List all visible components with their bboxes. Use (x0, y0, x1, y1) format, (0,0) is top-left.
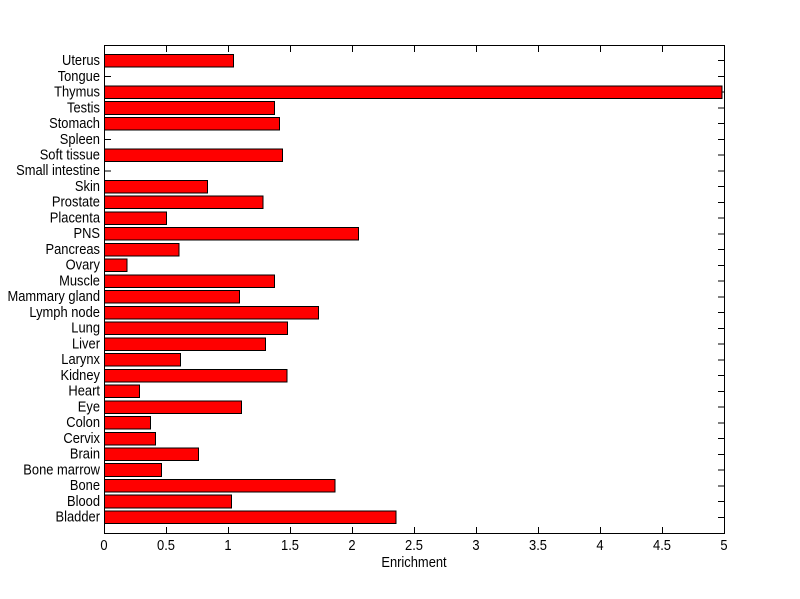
svg-text:Prostate: Prostate (52, 195, 100, 211)
svg-text:1: 1 (224, 538, 231, 554)
svg-text:Mammary gland: Mammary gland (8, 289, 101, 305)
svg-text:0.5: 0.5 (157, 538, 175, 554)
svg-text:Colon: Colon (66, 415, 100, 431)
svg-text:Heart: Heart (68, 384, 100, 400)
svg-text:Stomach: Stomach (49, 116, 100, 132)
svg-text:2: 2 (348, 538, 355, 554)
svg-text:Bone marrow: Bone marrow (23, 462, 100, 478)
svg-text:Thymus: Thymus (54, 85, 100, 101)
svg-text:Lymph node: Lymph node (29, 305, 100, 321)
svg-text:Liver: Liver (72, 336, 100, 352)
svg-text:4: 4 (596, 538, 603, 554)
svg-text:Spleen: Spleen (60, 132, 100, 148)
svg-text:Enrichment: Enrichment (381, 555, 446, 571)
svg-text:Cervix: Cervix (63, 431, 100, 447)
svg-text:Skin: Skin (75, 179, 100, 195)
svg-text:Bladder: Bladder (56, 510, 101, 526)
svg-text:Uterus: Uterus (62, 53, 100, 69)
svg-text:1.5: 1.5 (281, 538, 299, 554)
svg-text:Lung: Lung (71, 321, 100, 337)
svg-text:Soft tissue: Soft tissue (40, 148, 100, 164)
svg-text:3: 3 (472, 538, 479, 554)
svg-text:Blood: Blood (67, 494, 100, 510)
svg-text:3.5: 3.5 (529, 538, 547, 554)
svg-text:2.5: 2.5 (405, 538, 423, 554)
svg-text:Tongue: Tongue (58, 69, 100, 85)
svg-text:Muscle: Muscle (59, 273, 100, 289)
svg-text:Testis: Testis (67, 100, 100, 116)
svg-text:0: 0 (100, 538, 107, 554)
svg-text:Brain: Brain (70, 447, 100, 463)
svg-text:Bone: Bone (70, 478, 100, 494)
svg-text:Placenta: Placenta (50, 211, 101, 227)
svg-text:Eye: Eye (78, 399, 100, 415)
svg-text:4.5: 4.5 (653, 538, 671, 554)
svg-text:5: 5 (720, 538, 727, 554)
svg-text:Larynx: Larynx (61, 352, 100, 368)
svg-text:Kidney: Kidney (61, 368, 101, 384)
svg-text:Small intestine: Small intestine (16, 163, 100, 179)
svg-text:Pancreas: Pancreas (46, 242, 101, 258)
svg-text:PNS: PNS (74, 226, 101, 242)
svg-text:Ovary: Ovary (66, 258, 101, 274)
